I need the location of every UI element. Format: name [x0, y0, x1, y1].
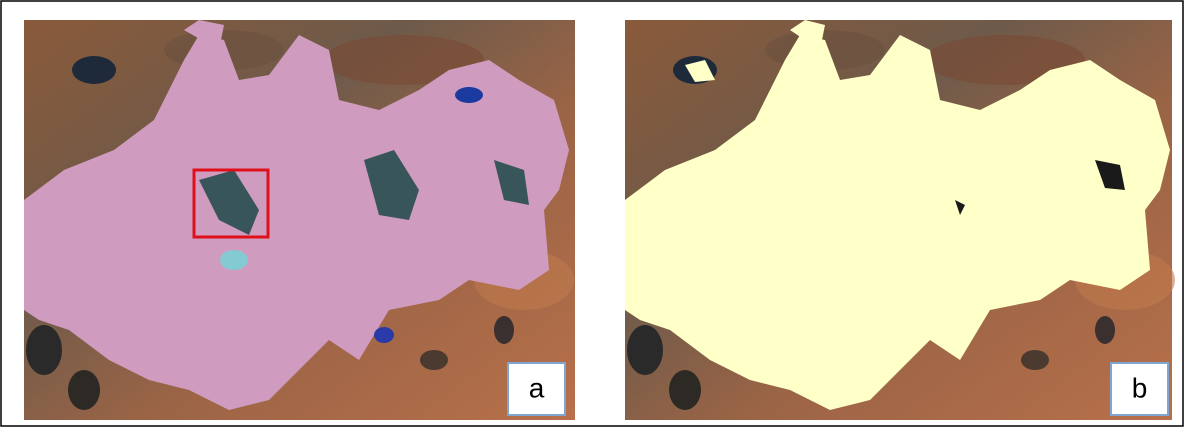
page: a b (() => { const data = JSON.parse(doc…: [0, 0, 1184, 427]
panel-label: b: [1132, 372, 1148, 403]
panel-b: b: [625, 20, 1175, 420]
figure: a b: [0, 0, 1184, 427]
panel-a: a: [24, 20, 575, 420]
panel-label: a: [529, 372, 545, 403]
